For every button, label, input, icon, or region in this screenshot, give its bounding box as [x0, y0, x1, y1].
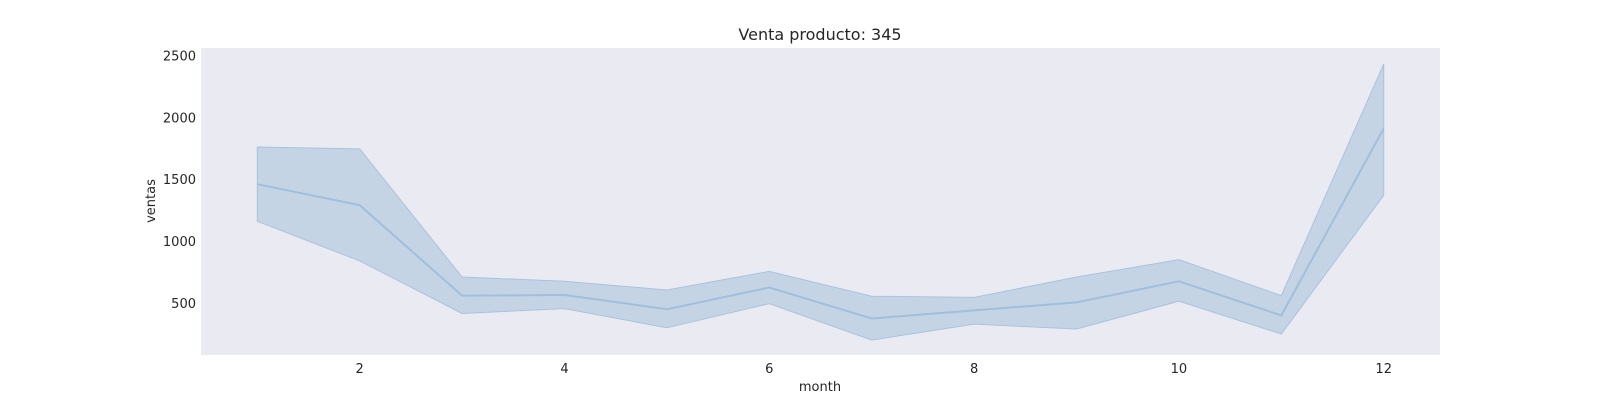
- y-tick-label: 1500: [163, 173, 196, 188]
- x-tick-label: 8: [970, 362, 978, 377]
- chart-title: Venta producto: 345: [738, 25, 901, 44]
- series-line: [257, 128, 1385, 320]
- x-tick-label: 4: [560, 362, 568, 377]
- x-axis-label: month: [799, 380, 841, 395]
- x-tick-label: 10: [1171, 362, 1188, 377]
- y-tick-label: 500: [171, 297, 196, 312]
- y-axis-label: ventas: [144, 179, 159, 223]
- y-tick-label: 2000: [163, 111, 196, 126]
- x-tick-label: 6: [765, 362, 773, 377]
- y-tick-label: 2500: [163, 49, 196, 64]
- x-tick-label: 2: [356, 362, 364, 377]
- x-tick-label: 12: [1375, 362, 1392, 377]
- y-tick-label: 1000: [163, 235, 196, 250]
